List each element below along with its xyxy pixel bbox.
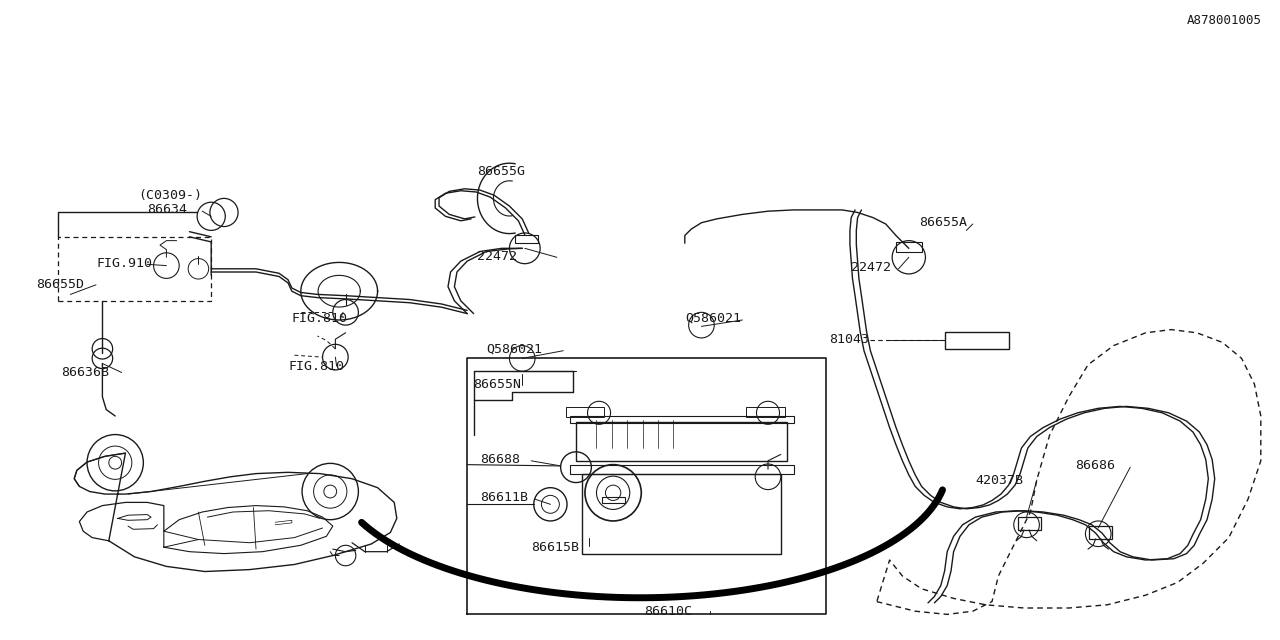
Text: FIG.810: FIG.810 bbox=[292, 312, 348, 325]
Text: Q586021: Q586021 bbox=[486, 342, 543, 355]
Bar bbox=[602, 497, 625, 503]
Text: 86610C: 86610C bbox=[644, 605, 692, 618]
Text: A878001005: A878001005 bbox=[1187, 14, 1262, 27]
Text: 81043: 81043 bbox=[829, 333, 869, 346]
Text: 22472: 22472 bbox=[477, 250, 517, 262]
Bar bbox=[566, 407, 604, 417]
Bar bbox=[570, 465, 794, 474]
Bar bbox=[746, 407, 785, 417]
Bar bbox=[576, 422, 787, 461]
Text: 86655G: 86655G bbox=[477, 165, 526, 178]
Text: (C0309-): (C0309-) bbox=[138, 189, 202, 202]
Bar bbox=[896, 242, 922, 252]
Text: 86615B: 86615B bbox=[531, 541, 579, 554]
Text: FIG.810: FIG.810 bbox=[288, 360, 344, 372]
Bar bbox=[945, 332, 1009, 349]
Text: 42037B: 42037B bbox=[975, 474, 1024, 486]
Bar bbox=[1018, 517, 1041, 530]
Text: 86611B: 86611B bbox=[480, 492, 529, 504]
Text: 86688: 86688 bbox=[480, 453, 520, 466]
Text: 86655A: 86655A bbox=[919, 216, 968, 229]
Text: 22472: 22472 bbox=[851, 261, 891, 274]
Text: FIG.910: FIG.910 bbox=[96, 257, 152, 270]
Text: Q586021: Q586021 bbox=[685, 312, 741, 324]
Bar bbox=[570, 416, 794, 423]
Text: 86636B: 86636B bbox=[61, 366, 110, 379]
Text: 86634: 86634 bbox=[147, 204, 187, 216]
Text: 86655D: 86655D bbox=[36, 278, 84, 291]
Text: 86655N: 86655N bbox=[474, 378, 522, 390]
Bar bbox=[582, 474, 781, 554]
Bar bbox=[515, 235, 538, 243]
Bar bbox=[1089, 526, 1112, 539]
Text: 86686: 86686 bbox=[1075, 460, 1115, 472]
